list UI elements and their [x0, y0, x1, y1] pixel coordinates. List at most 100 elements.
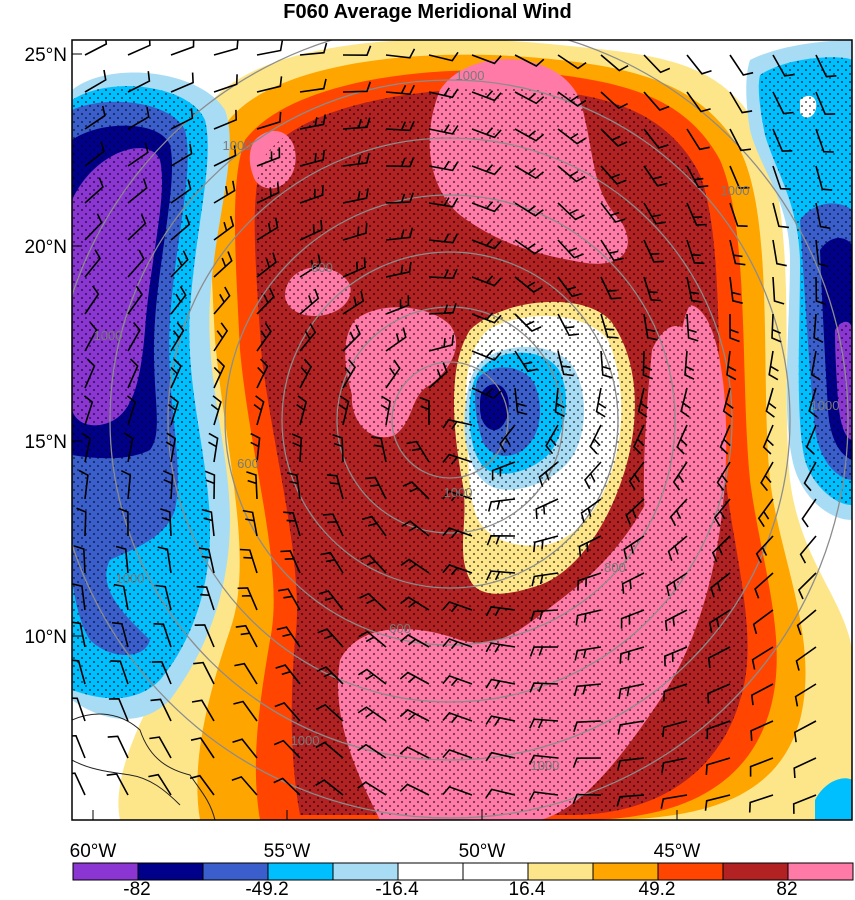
wind-barb — [485, 606, 516, 617]
wind-barb — [471, 387, 502, 400]
wind-barb — [235, 624, 258, 648]
wind-barb — [84, 213, 103, 241]
wind-barb — [684, 350, 695, 380]
wind-barb — [213, 180, 236, 204]
wind-barb — [385, 84, 416, 96]
wind-barb — [237, 587, 258, 611]
wind-barb — [193, 661, 215, 685]
wind-barb — [772, 128, 793, 152]
lat-axis: 25°N 20°N 15°N 10°N — [25, 45, 82, 648]
contour-label: 800 — [604, 560, 626, 575]
wind-barb — [686, 313, 699, 342]
wind-barb — [729, 54, 754, 76]
wind-barb — [357, 668, 387, 685]
wind-barb — [72, 697, 86, 722]
stipple-east — [758, 57, 852, 505]
wind-barb — [471, 275, 502, 287]
wind-barb — [750, 683, 774, 706]
lon-label-60: 60°W — [70, 841, 117, 862]
wind-barb — [358, 630, 387, 648]
wind-barb — [750, 720, 774, 741]
wind-barb — [815, 202, 831, 230]
wind-barb — [667, 535, 688, 562]
wind-barb — [663, 683, 688, 702]
wind-barb — [485, 678, 516, 690]
colorbar-swatch — [137, 862, 204, 881]
wind-barb — [765, 387, 777, 418]
wind-barb — [471, 54, 502, 65]
wind-barb — [805, 424, 817, 455]
contour-labels: 1000 1000 1000 600 600 600 800 1000 1000 1000 1000… — [94, 68, 840, 773]
wind-barb — [573, 683, 602, 697]
wind-barb — [514, 239, 544, 255]
wind-barb — [299, 288, 320, 315]
wind-barb — [618, 683, 645, 700]
wind-barb — [801, 498, 817, 528]
wind-barb — [399, 783, 430, 796]
wind-barb — [385, 359, 401, 389]
lat-label-10: 10°N — [25, 627, 67, 648]
lon-axis: 60°W 55°W 50°W 45°W — [70, 810, 700, 862]
wind-barb — [110, 660, 129, 685]
wind-barb — [578, 535, 602, 557]
wind-barb — [428, 362, 448, 389]
colorbar-swatch — [72, 862, 139, 881]
wind-barb — [661, 757, 688, 773]
wind-barb — [772, 54, 795, 77]
wind-barb — [557, 54, 587, 70]
wind-barb — [643, 202, 666, 225]
wind-barb — [342, 45, 372, 57]
wind-barb — [256, 111, 282, 130]
wind-barb — [729, 313, 740, 343]
wind-barb — [486, 570, 516, 581]
wind-barb — [168, 395, 180, 426]
colorbar-swatch — [722, 862, 789, 881]
wind-barb — [722, 387, 734, 418]
wind-barb — [705, 757, 731, 775]
wind-barb — [771, 313, 782, 343]
wind-barb — [762, 424, 774, 455]
wind-barb — [256, 76, 283, 93]
wind-barb — [84, 141, 105, 167]
wind-barb — [471, 90, 502, 102]
wind-barb — [772, 239, 787, 267]
wind-barb — [315, 741, 344, 759]
wind-barb — [194, 624, 215, 648]
wind-barb — [385, 295, 410, 315]
wind-barb — [514, 202, 544, 217]
wind-barb — [120, 469, 132, 500]
lon-label-55: 55°W — [264, 841, 311, 862]
contour-label: 1000 — [531, 758, 560, 773]
map-frame — [71, 39, 853, 821]
wind-barb — [126, 395, 137, 426]
wind-barb — [530, 609, 559, 622]
wind-barb — [757, 498, 774, 528]
wind-barb — [338, 395, 350, 426]
wind-barb — [707, 646, 731, 669]
wind-barb — [666, 572, 688, 597]
wind-barb — [127, 71, 151, 93]
wind-barb — [768, 350, 779, 381]
wind-barb — [643, 54, 671, 74]
wind-barb — [84, 69, 107, 93]
wind-barb — [514, 128, 545, 142]
wind-barb — [76, 507, 87, 537]
wind-barb — [471, 164, 502, 176]
wind-barb — [256, 217, 279, 241]
wind-barb — [557, 165, 586, 183]
wind-barb — [322, 513, 344, 537]
wind-barb — [296, 395, 308, 426]
wind-barb — [208, 432, 219, 463]
wind-barb — [400, 558, 430, 574]
wind-barb — [619, 646, 645, 664]
wind-barb — [795, 646, 817, 671]
wind-barb — [755, 535, 774, 563]
wind-barb — [357, 781, 387, 796]
wind-barb — [299, 254, 322, 278]
wind-barb — [273, 739, 301, 759]
wind-barb — [401, 520, 430, 537]
wind-barb — [256, 182, 280, 204]
wind-barb — [557, 128, 587, 145]
wind-barb — [399, 746, 430, 759]
wind-barb — [232, 738, 258, 759]
